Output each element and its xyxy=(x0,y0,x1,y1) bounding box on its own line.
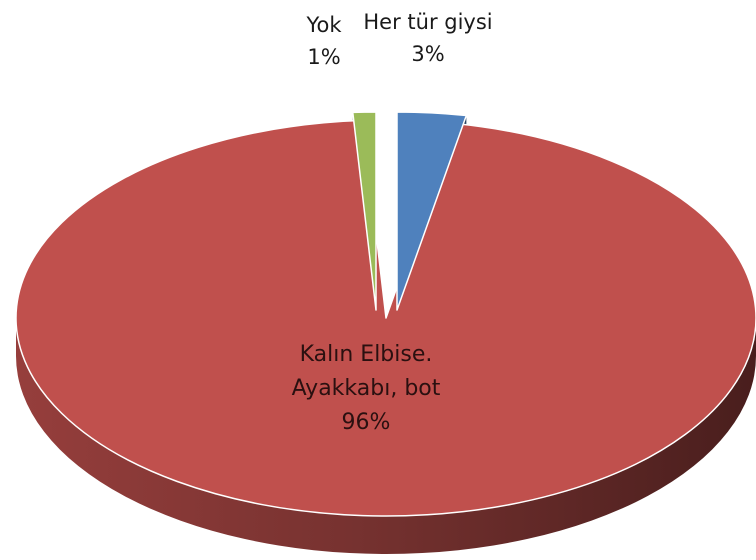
pie-slice-1 xyxy=(15,119,756,517)
slice-name-her-tur-giysi: Her tür giysi xyxy=(363,10,493,34)
slice-label-yok: Yok 1% xyxy=(306,9,341,73)
pie-slice-2 xyxy=(352,111,377,311)
slice-percent-kalin-elbise: 96% xyxy=(341,410,391,435)
slice-label-kalin-elbise: Kalın Elbise. Ayakkabı, bot 96% xyxy=(292,338,441,440)
slice-label-her-tur-giysi: Her tür giysi 3% xyxy=(363,6,492,70)
pie-slice-0 xyxy=(396,111,468,311)
pie-slice-side-1 xyxy=(16,318,756,554)
slice-percent-her-tur-giysi: 3% xyxy=(411,42,445,66)
slice-name-yok: Yok xyxy=(306,13,342,37)
slice-percent-yok: 1% xyxy=(307,45,341,69)
slice-name-line2-kalin-elbise: Ayakkabı, bot xyxy=(291,376,441,401)
slice-name-line1-kalin-elbise: Kalın Elbise. xyxy=(299,342,433,367)
